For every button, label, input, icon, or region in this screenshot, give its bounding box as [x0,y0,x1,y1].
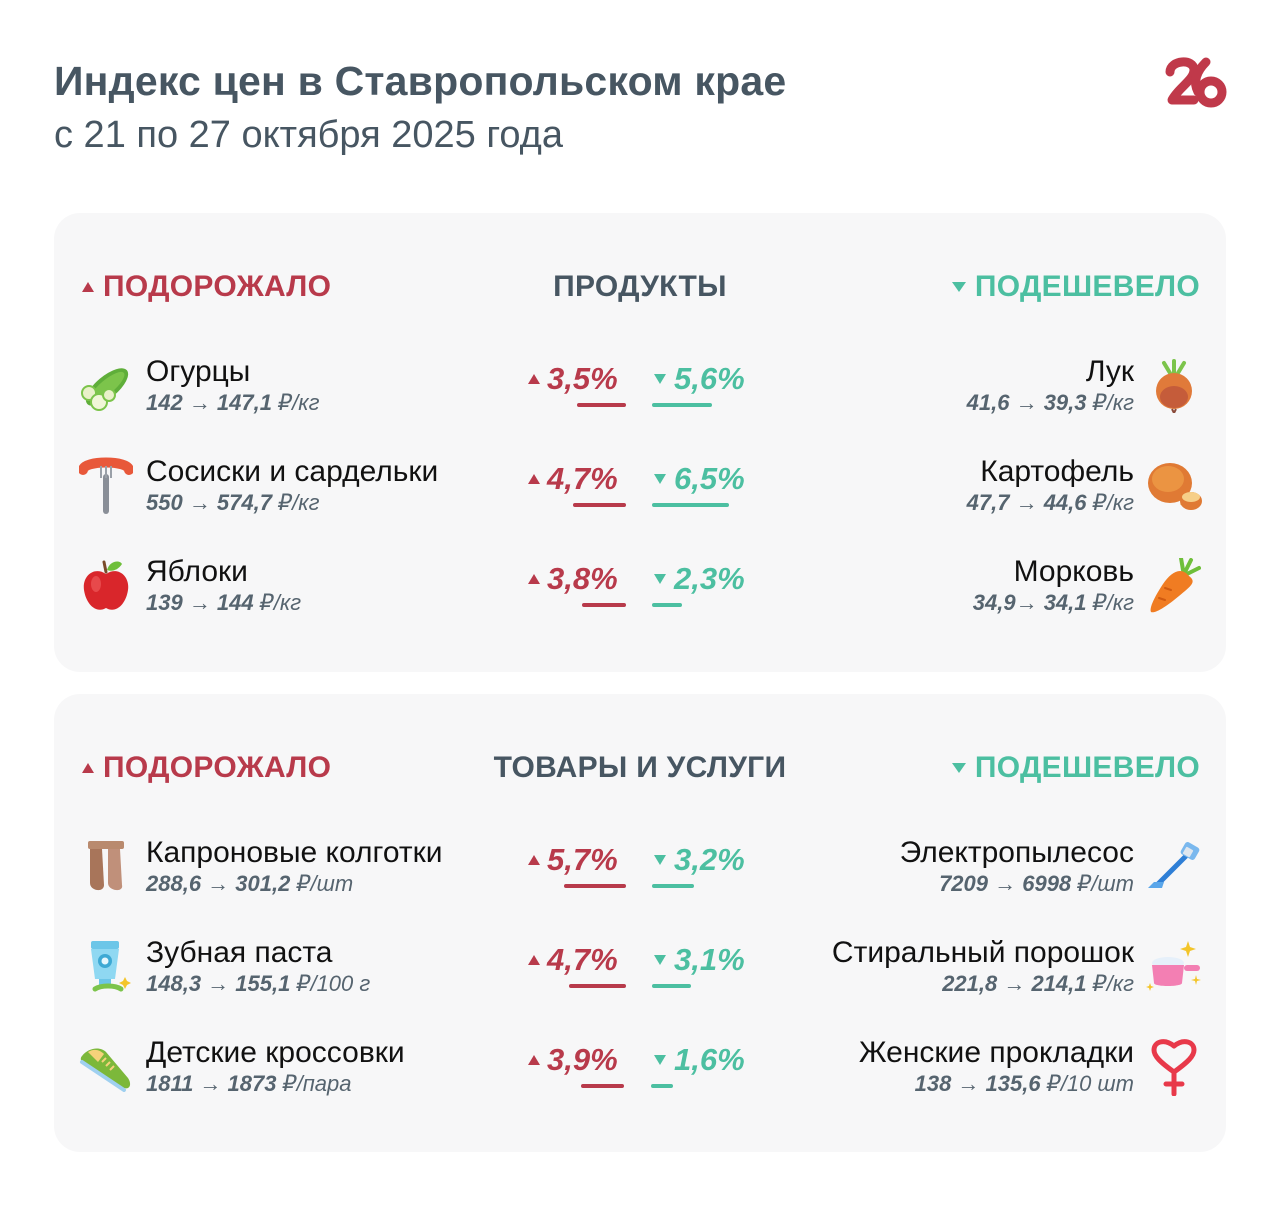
price-up-label: ПОДОРОЖАЛО [82,269,331,305]
category-title: ПРОДУКТЫ [553,270,727,303]
increase-percent: 3,8% [528,561,618,597]
increase-percent: 3,9% [528,1042,618,1078]
potato-icon [1146,456,1202,516]
item-up-cucumbers: Огурцы 142 → 147,1 ₽/кг [78,355,319,417]
triangle-up-icon [528,955,540,965]
triangle-down-icon [654,374,666,384]
decrease-percent: 6,5% [654,461,745,497]
increase-bar [581,1084,624,1088]
triangle-down-icon [654,855,666,865]
item-down-vacuum: Электропылесос 7209 → 6998 ₽/шт [900,836,1202,898]
price-row: Сосиски и сардельки 550 → 574,7 ₽/кг 4,7… [54,455,1226,525]
products-card: ПОДОРОЖАЛО ПРОДУКТЫ ПОДЕШЕВЕЛО Огурцы 14… [54,213,1226,672]
female-sign-icon [1146,1037,1202,1097]
triangle-down-icon [654,1055,666,1065]
header: Индекс цен в Ставропольском крае с 21 по… [54,56,786,160]
item-down-pads: Женские прокладки 138 → 135,6 ₽/10 шт [859,1036,1202,1098]
increase-bar [582,603,626,607]
item-up-sausages: Сосиски и сардельки 550 → 574,7 ₽/кг [78,455,438,517]
triangle-down-icon [951,763,966,773]
decrease-percent: 3,2% [654,842,745,878]
triangle-up-icon [528,1055,540,1065]
triangle-up-icon [82,763,94,773]
increase-percent: 4,7% [528,461,618,497]
price-row: Огурцы 142 → 147,1 ₽/кг 3,5% 5,6% Лук 41… [54,355,1226,425]
item-down-washing-powder: Стиральный порошок 221,8 → 214,1 ₽/кг [832,936,1202,998]
decrease-bar [652,603,682,607]
price-row: Зубная паста 148,3 → 155,1 ₽/100 г 4,7% … [54,936,1226,1006]
sneaker-icon [78,1037,134,1097]
logo-26-icon [1164,54,1230,108]
goods-services-card: ПОДОРОЖАЛО ТОВАРЫ И УСЛУГИ ПОДЕШЕВЕЛО Ка… [54,694,1226,1152]
item-down-potato: Картофель 47,7 → 44,6 ₽/кг [967,455,1202,517]
increase-percent: 4,7% [528,942,618,978]
increase-bar [564,884,626,888]
triangle-up-icon [528,855,540,865]
item-down-onion: Лук 41,6 → 39,3 ₽/кг [967,355,1202,417]
onion-icon [1146,356,1202,416]
washing-powder-icon [1146,937,1202,997]
price-row: Капроновые колготки 288,6 → 301,2 ₽/шт 5… [54,836,1226,906]
decrease-bar [652,403,712,407]
triangle-down-icon [951,282,966,292]
decrease-percent: 3,1% [654,942,745,978]
increase-bar [569,984,626,988]
card-header: ПОДОРОЖАЛО ПРОДУКТЫ ПОДЕШЕВЕЛО [54,269,1226,309]
item-up-tights: Капроновые колготки 288,6 → 301,2 ₽/шт [78,836,442,898]
apple-icon [78,556,134,616]
card-header: ПОДОРОЖАЛО ТОВАРЫ И УСЛУГИ ПОДЕШЕВЕЛО [54,750,1226,790]
triangle-up-icon [82,282,94,292]
increase-percent: 3,5% [528,361,618,397]
cucumber-icon [78,356,134,416]
increase-bar [577,403,626,407]
price-down-label: ПОДЕШЕВЕЛО [951,269,1200,305]
decrease-bar [652,884,694,888]
triangle-up-icon [528,574,540,584]
increase-bar [573,503,626,507]
page-subtitle: с 21 по 27 октября 2025 года [54,114,563,156]
vacuum-cleaner-icon [1146,837,1202,897]
sausage-fork-icon [78,456,134,516]
decrease-percent: 2,3% [654,561,745,597]
increase-percent: 5,7% [528,842,618,878]
price-down-label: ПОДЕШЕВЕЛО [951,750,1200,786]
decrease-bar [652,984,691,988]
page-title: Индекс цен в Ставропольском крае [54,58,787,104]
price-up-label: ПОДОРОЖАЛО [82,750,331,786]
triangle-down-icon [654,574,666,584]
triangle-down-icon [654,955,666,965]
item-up-kids-sneakers: Детские кроссовки 1811 → 1873 ₽/пара [78,1036,405,1098]
decrease-percent: 5,6% [654,361,745,397]
price-row: Детские кроссовки 1811 → 1873 ₽/пара 3,9… [54,1036,1226,1106]
carrot-icon [1146,556,1202,616]
item-up-apples: Яблоки 139 → 144 ₽/кг [78,555,301,617]
item-down-carrot: Морковь 34,9→ 34,1 ₽/кг [973,555,1202,617]
triangle-down-icon [654,474,666,484]
decrease-bar [652,503,729,507]
triangle-up-icon [528,374,540,384]
decrease-percent: 1,6% [654,1042,745,1078]
item-up-toothpaste: Зубная паста 148,3 → 155,1 ₽/100 г [78,936,370,998]
triangle-up-icon [528,474,540,484]
category-title: ТОВАРЫ И УСЛУГИ [493,751,787,784]
price-row: Яблоки 139 → 144 ₽/кг 3,8% 2,3% Морковь … [54,555,1226,625]
tights-icon [78,837,134,897]
toothpaste-icon [78,937,134,997]
decrease-bar [651,1084,673,1088]
